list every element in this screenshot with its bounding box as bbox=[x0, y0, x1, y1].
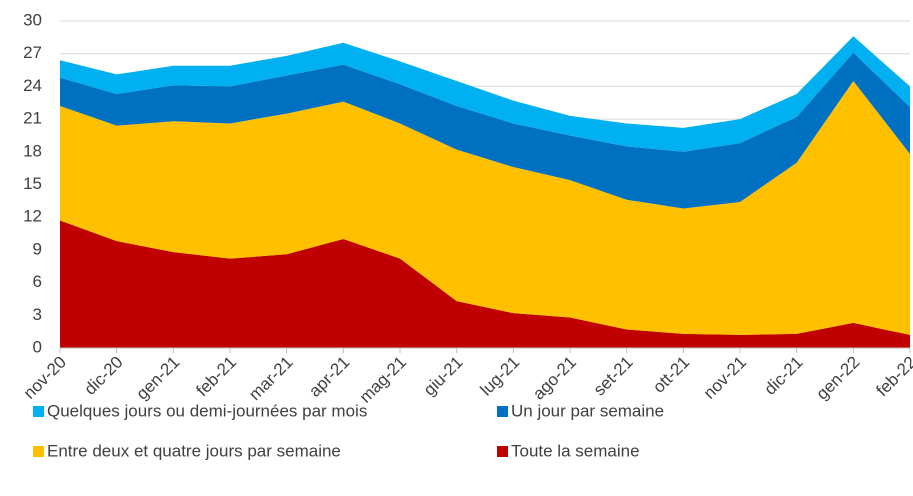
y-tick-label: 12 bbox=[23, 207, 42, 226]
y-tick-label: 15 bbox=[23, 174, 42, 193]
y-tick-label: 18 bbox=[23, 141, 42, 160]
legend-label: Entre deux et quatre jours par semaine bbox=[47, 441, 341, 460]
legend-label: Quelques jours ou demi-journées par mois bbox=[47, 401, 367, 420]
x-tick-label: set-21 bbox=[590, 353, 637, 400]
x-tick-label: lug-21 bbox=[476, 353, 523, 400]
x-tick-label: mar-21 bbox=[245, 353, 297, 405]
x-tick-label: feb-22 bbox=[872, 353, 913, 401]
y-tick-label: 24 bbox=[23, 76, 42, 95]
x-tick-label: dic-20 bbox=[80, 353, 126, 399]
legend-swatch bbox=[497, 406, 508, 417]
y-tick-label: 27 bbox=[23, 43, 42, 62]
area bbox=[60, 220, 910, 348]
x-tick-label: feb-21 bbox=[192, 353, 240, 401]
legend-swatch bbox=[33, 446, 44, 457]
y-tick-label: 6 bbox=[33, 272, 42, 291]
y-tick-label: 0 bbox=[33, 337, 42, 356]
legend-label: Toute la semaine bbox=[511, 441, 640, 460]
legend-swatch bbox=[497, 446, 508, 457]
x-tick-label: gen-21 bbox=[132, 353, 183, 404]
x-tick-label: nov-21 bbox=[700, 353, 750, 403]
y-tick-label: 21 bbox=[23, 109, 42, 128]
area bbox=[60, 80, 910, 335]
y-tick-label: 30 bbox=[23, 10, 42, 29]
area bbox=[60, 52, 910, 209]
x-tick-label: giu-21 bbox=[420, 353, 467, 400]
legend-label: Un jour par semaine bbox=[511, 401, 664, 420]
x-tick-label: nov-20 bbox=[20, 353, 70, 403]
x-tick-label: mag-21 bbox=[356, 353, 410, 407]
y-tick-label: 9 bbox=[33, 239, 42, 258]
legend-swatch bbox=[33, 406, 44, 417]
x-tick-label: ago-21 bbox=[529, 353, 580, 404]
area bbox=[60, 36, 910, 152]
x-tick-label: dic-21 bbox=[760, 353, 806, 399]
x-tick-label: ott-21 bbox=[649, 353, 693, 397]
x-tick-label: gen-22 bbox=[812, 353, 863, 404]
x-tick-label: apr-21 bbox=[305, 353, 353, 401]
y-tick-label: 3 bbox=[33, 305, 42, 324]
